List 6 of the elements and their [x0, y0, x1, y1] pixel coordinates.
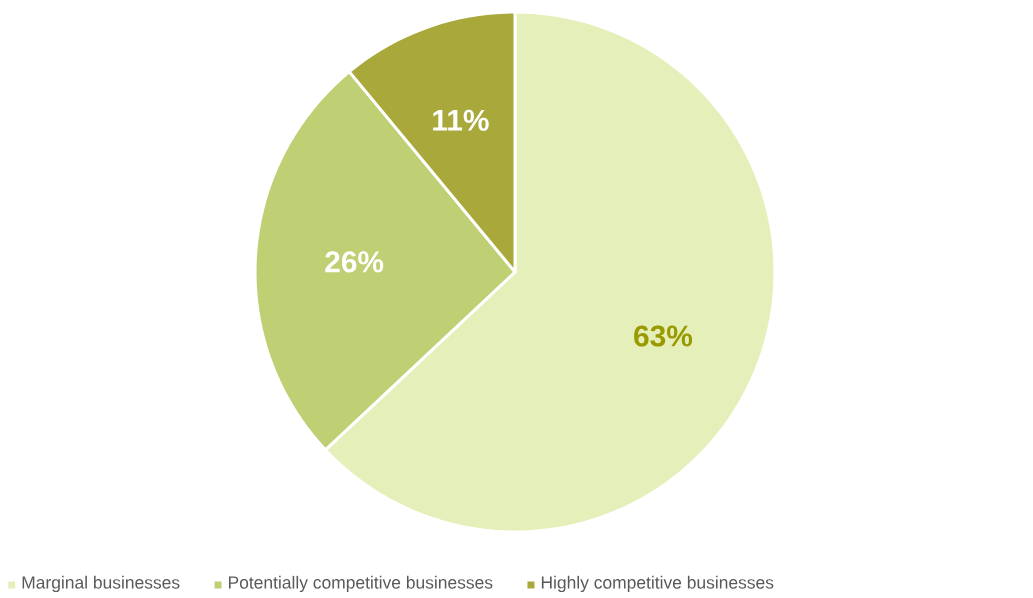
data-label: 63% — [634, 325, 693, 347]
legend-label: Potentially competitive businesses — [228, 575, 493, 593]
data-label: 11% — [433, 109, 489, 131]
legend-label: Marginal businesses — [22, 575, 180, 593]
legend-label: Highly competitive businesses — [541, 575, 774, 593]
data-label: 26% — [325, 251, 384, 273]
